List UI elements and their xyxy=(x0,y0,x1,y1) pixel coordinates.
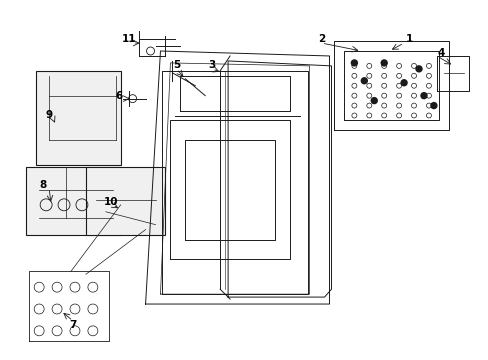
Circle shape xyxy=(420,93,426,99)
Text: 10: 10 xyxy=(103,197,118,207)
Circle shape xyxy=(381,60,386,66)
Text: 7: 7 xyxy=(69,320,77,330)
Circle shape xyxy=(400,80,406,86)
Circle shape xyxy=(430,103,436,109)
Bar xyxy=(26,167,121,235)
Text: 9: 9 xyxy=(45,109,53,120)
Circle shape xyxy=(370,98,376,104)
Bar xyxy=(36,71,121,165)
Text: 2: 2 xyxy=(317,34,325,44)
Circle shape xyxy=(351,60,357,66)
Text: 3: 3 xyxy=(208,60,215,70)
Bar xyxy=(86,167,165,235)
Text: 6: 6 xyxy=(115,91,122,101)
Circle shape xyxy=(361,78,366,84)
Text: 4: 4 xyxy=(436,48,444,58)
Circle shape xyxy=(415,66,421,72)
Text: 8: 8 xyxy=(40,180,47,190)
Text: 1: 1 xyxy=(405,34,412,44)
Text: 5: 5 xyxy=(172,60,180,70)
Text: 11: 11 xyxy=(121,34,136,44)
